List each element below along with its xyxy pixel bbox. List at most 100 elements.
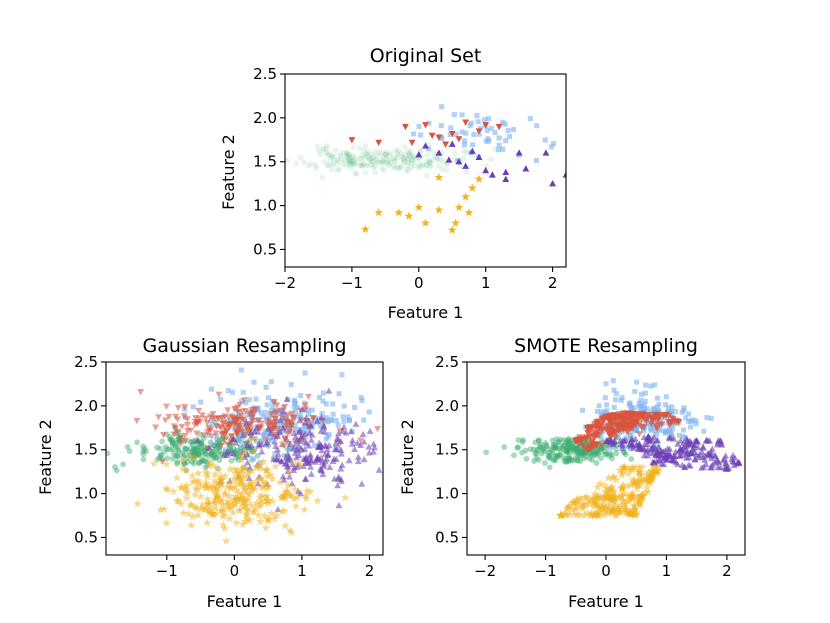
data-point: [386, 161, 393, 168]
data-point: [562, 504, 571, 513]
data-point: [204, 461, 214, 470]
data-point: [593, 482, 602, 492]
data-point: [228, 457, 235, 464]
data-point: [252, 406, 259, 413]
data-point: [638, 446, 646, 453]
x-tick-label: 2: [548, 274, 558, 292]
data-point: [293, 426, 299, 432]
data-point: [634, 476, 643, 485]
x-tick-label: 1: [481, 274, 491, 292]
data-point: [188, 471, 197, 480]
data-point: [400, 159, 407, 166]
data-point: [239, 432, 247, 439]
data-point: [155, 414, 162, 421]
data-point: [192, 415, 200, 422]
data-point: [638, 424, 645, 431]
data-point: [352, 170, 359, 177]
data-point: [605, 452, 612, 459]
data-point: [205, 444, 213, 451]
data-point: [548, 144, 554, 150]
data-point: [551, 455, 558, 462]
data-point: [141, 445, 148, 452]
data-point: [264, 422, 272, 429]
data-point: [643, 487, 653, 496]
data-point: [296, 460, 305, 469]
data-point: [611, 498, 620, 507]
data-point: [418, 132, 424, 138]
data-point: [500, 119, 506, 125]
data-point: [609, 486, 618, 495]
data-point: [180, 413, 188, 420]
data-point: [252, 462, 262, 471]
data-point: [295, 428, 303, 435]
data-point: [570, 457, 577, 464]
data-point: [627, 491, 637, 500]
data-point: [112, 464, 118, 470]
data-point: [202, 458, 209, 465]
data-point: [349, 436, 356, 444]
data-point: [244, 466, 254, 475]
data-point: [223, 497, 232, 506]
data-point: [593, 500, 602, 509]
data-point: [194, 469, 203, 478]
data-point: [434, 205, 444, 214]
data-point: [663, 451, 671, 459]
data-point: [338, 450, 345, 457]
data-point: [283, 422, 291, 430]
data-point: [140, 451, 147, 458]
data-point: [651, 407, 657, 413]
data-point: [611, 434, 619, 442]
series-triangle-down: [572, 410, 682, 454]
data-point: [426, 159, 433, 166]
y-tick-label: 2.0: [253, 109, 277, 127]
data-point: [268, 474, 277, 483]
data-point: [574, 493, 584, 502]
data-point: [212, 430, 220, 437]
data-point: [717, 464, 725, 471]
data-point: [483, 163, 490, 169]
data-point: [634, 462, 644, 471]
data-point: [198, 399, 204, 405]
data-point: [583, 496, 593, 505]
data-point: [232, 439, 240, 446]
data-point: [198, 500, 207, 509]
data-point: [364, 148, 371, 155]
data-point: [263, 495, 272, 505]
data-point: [348, 165, 355, 172]
data-point: [157, 452, 164, 458]
data-point: [258, 440, 265, 448]
data-point: [325, 152, 332, 158]
data-point: [282, 459, 290, 466]
data-point: [274, 432, 281, 439]
data-point: [240, 447, 249, 456]
data-point: [394, 150, 400, 157]
data-point: [228, 433, 236, 440]
data-point: [640, 487, 650, 497]
data-point: [680, 434, 686, 440]
data-point: [482, 166, 490, 174]
data-point: [295, 451, 303, 459]
data-point: [721, 463, 729, 471]
data-point: [318, 458, 326, 465]
data-point: [290, 494, 299, 503]
data-point: [140, 443, 147, 450]
data-point: [160, 432, 167, 439]
data-point: [240, 472, 250, 481]
data-point: [305, 407, 311, 413]
data-point: [519, 449, 525, 456]
data-point: [729, 451, 737, 459]
data-point: [642, 390, 648, 396]
data-point: [218, 520, 228, 529]
data-point: [271, 461, 280, 471]
data-point: [214, 448, 221, 455]
data-point: [484, 127, 490, 133]
data-point: [602, 437, 610, 444]
data-point: [537, 441, 544, 448]
data-point: [157, 452, 164, 459]
data-point: [154, 456, 161, 463]
data-point: [233, 431, 241, 438]
data-point: [366, 409, 372, 415]
smote-resampling-chart: SMOTE Resampling Feature 1 Feature 2 −2−…: [398, 335, 746, 611]
data-point: [274, 450, 282, 457]
data-point: [320, 147, 327, 153]
